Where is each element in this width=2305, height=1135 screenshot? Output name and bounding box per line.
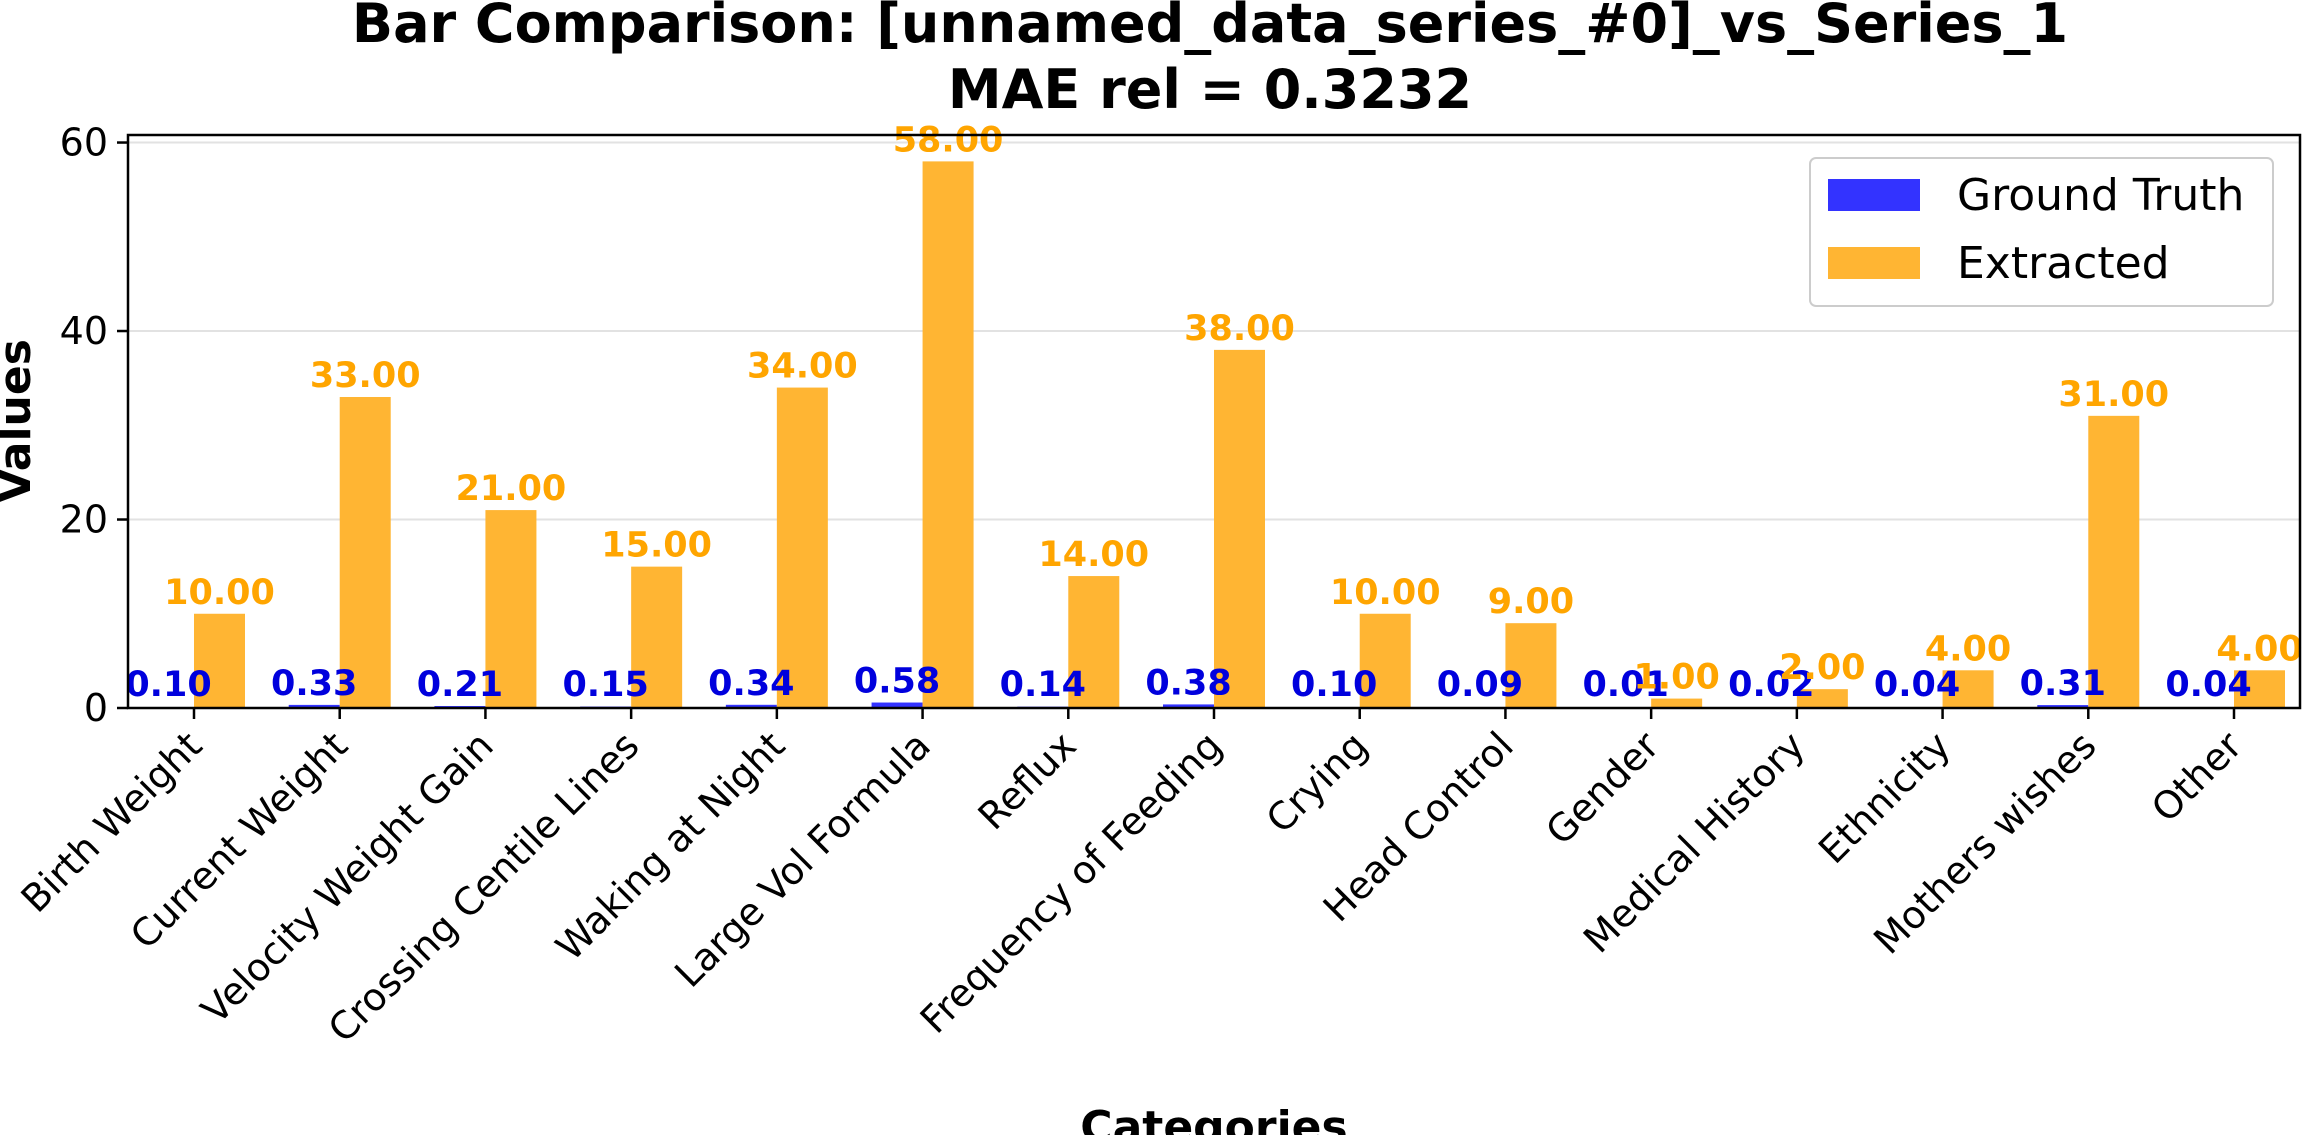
bar-extracted (922, 161, 974, 708)
bar-extracted (1651, 698, 1703, 708)
value-label-ground-truth: 0.34 (708, 664, 794, 704)
y-tick-label: 20 (60, 498, 108, 542)
value-label-extracted: 31.00 (2058, 375, 2169, 415)
bars (143, 161, 2285, 709)
bar-extracted (776, 387, 828, 708)
x-tick-label: Crying (1258, 723, 1376, 841)
value-label-ground-truth: 0.09 (1437, 665, 1523, 705)
value-label-extracted: 4.00 (2216, 629, 2302, 669)
value-labels: 0.10 0.33 0.21 0.15 0.34 0.58 0.14 0.38 0.10 0.09… (125, 120, 2302, 705)
y-tick-label: 0 (84, 686, 108, 730)
value-label-extracted: 9.00 (1488, 582, 1574, 622)
bar-extracted (631, 566, 683, 708)
x-tick-label: Reflux (970, 723, 1085, 838)
value-label-ground-truth: 0.33 (271, 664, 357, 704)
value-label-ground-truth: 0.14 (1000, 665, 1086, 705)
bar-extracted (2234, 670, 2285, 708)
bar-ground-truth (1163, 704, 1214, 708)
value-label-extracted: 34.00 (747, 347, 858, 387)
legend-label-ground-truth: Ground Truth (1957, 170, 2244, 221)
chart-subtitle: MAE rel = 0.3232 (948, 58, 1472, 121)
value-label-extracted: 4.00 (1925, 629, 2011, 669)
chart-title: Bar Comparison: [unnamed_data_series_#0]… (352, 0, 2068, 55)
value-label-ground-truth: 0.01 (1582, 665, 1668, 705)
value-label-ground-truth: 0.10 (1291, 665, 1377, 705)
value-label-ground-truth: 0.10 (125, 665, 211, 705)
bar-ground-truth (2037, 705, 2089, 708)
legend-swatch-ground-truth (1828, 179, 1920, 211)
x-axis-label: Categories (1080, 1102, 1347, 1135)
x-tick-label: Other (2143, 723, 2251, 831)
x-tick-label: Large Vol Formula (666, 723, 939, 996)
value-label-ground-truth: 0.04 (2165, 665, 2251, 705)
value-label-ground-truth: 0.38 (1145, 663, 1231, 703)
bar-extracted (194, 613, 245, 708)
bar-ground-truth (288, 704, 340, 708)
value-label-extracted: 21.00 (456, 469, 567, 509)
bar-extracted (1942, 670, 1994, 708)
bar-ground-truth (725, 704, 777, 708)
y-axis-label: Values (0, 339, 41, 503)
value-label-ground-truth: 0.04 (1874, 665, 1960, 705)
y-axis-ticks: 0 20 40 60 (60, 121, 128, 730)
x-tick-label: Velocity Weight Gain (193, 723, 502, 1032)
bar-extracted (1796, 689, 1848, 708)
bar-extracted (1214, 349, 1265, 708)
legend: Ground Truth Extracted (1809, 157, 2274, 307)
value-label-extracted: 38.00 (1184, 309, 1295, 349)
bar-ground-truth (871, 702, 923, 708)
value-label-ground-truth: 0.15 (562, 665, 648, 705)
value-label-extracted: 10.00 (164, 573, 275, 613)
legend-swatch-extracted (1828, 247, 1920, 279)
bar-extracted (485, 510, 537, 708)
value-label-extracted: 10.00 (1330, 573, 1441, 613)
value-label-extracted: 15.00 (601, 526, 712, 566)
value-label-extracted: 58.00 (893, 120, 1004, 160)
value-label-extracted: 14.00 (1038, 535, 1149, 575)
value-label-ground-truth: 0.58 (854, 662, 940, 702)
bar-extracted (2088, 415, 2140, 708)
bar-extracted (339, 396, 391, 708)
y-tick-label: 60 (60, 121, 108, 165)
bar-extracted (1359, 613, 1411, 708)
legend-box (1809, 157, 2274, 307)
value-label-extracted: 33.00 (310, 356, 421, 396)
bar-extracted (1505, 623, 1557, 708)
y-tick-label: 40 (60, 309, 108, 353)
x-tick-label: Frequency of Feeding (912, 723, 1231, 1042)
value-label-ground-truth: 0.31 (2020, 664, 2106, 704)
x-tick-label: Gender (1537, 723, 1667, 853)
value-label-extracted: 2.00 (1779, 648, 1865, 688)
bar-extracted (1068, 576, 1120, 708)
legend-label-extracted: Extracted (1957, 238, 2170, 289)
value-label-ground-truth: 0.21 (417, 665, 503, 705)
x-tick-label: Ethnicity (1810, 723, 1959, 872)
value-label-ground-truth: 0.02 (1728, 665, 1814, 705)
value-label-extracted: 1.00 (1633, 658, 1719, 698)
